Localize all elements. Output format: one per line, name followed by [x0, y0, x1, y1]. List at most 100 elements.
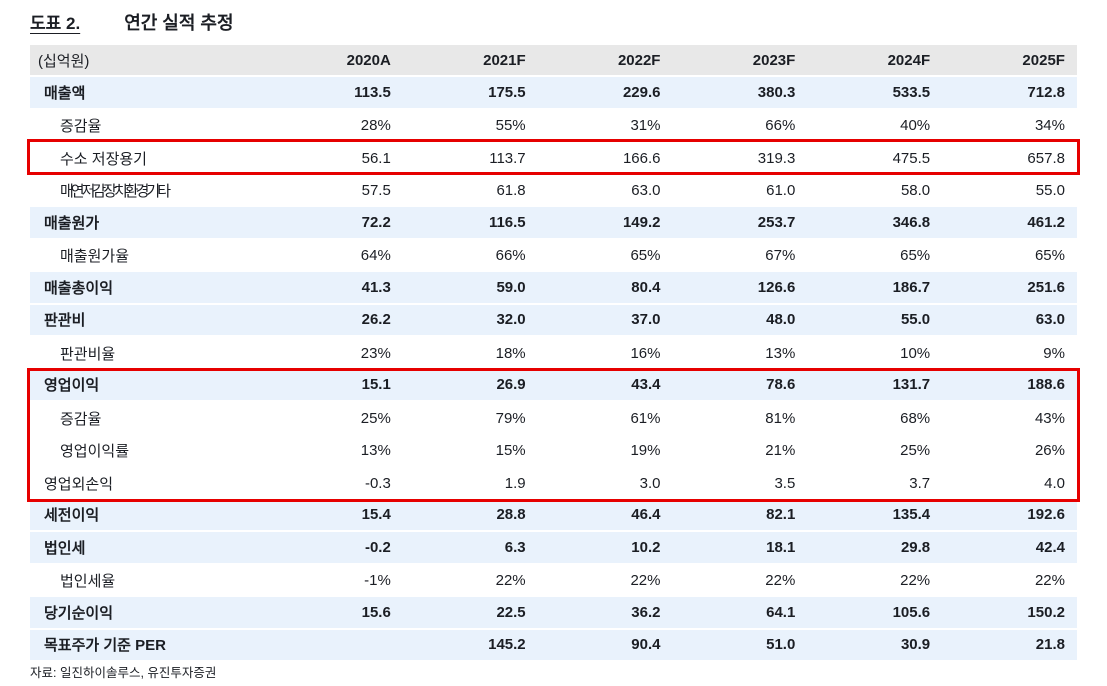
- cell-value: 229.6: [622, 83, 661, 101]
- table-row: 매출원가 72.2 116.5 149.2 253.7 346.8 461.2: [30, 207, 1077, 240]
- cell-value: 64%: [360, 247, 391, 265]
- table-row: 증감율 25% 79% 61% 81% 68% 43%: [30, 402, 1077, 435]
- cell-value: 175.5: [488, 83, 526, 101]
- cell-value: 32.0: [496, 311, 526, 329]
- source-note: 자료: 일진하이솔루스, 유진투자증권: [30, 666, 217, 680]
- cell-value: 22%: [765, 572, 796, 590]
- cell-value: 15.6: [361, 603, 391, 621]
- row-label: 영업이익: [44, 377, 100, 395]
- cell-value: -1%: [364, 572, 391, 590]
- row-label: 당기순이익: [44, 604, 114, 622]
- cell-value: 68%: [900, 409, 931, 427]
- cell-value: 113.7: [489, 149, 526, 167]
- cell-value: 15.1: [361, 376, 391, 394]
- cell-value: 188.6: [1027, 376, 1065, 394]
- cell-value: 16%: [630, 344, 661, 362]
- row-label: 매출원가: [44, 214, 100, 232]
- cell-value: 15%: [495, 442, 526, 460]
- cell-value: 34%: [1034, 117, 1065, 135]
- cell-value: 15.4: [361, 506, 391, 524]
- column-header-2023F: 2023F: [752, 51, 796, 69]
- table-row: 판관비율 23% 18% 16% 13% 10% 9%: [30, 337, 1077, 370]
- row-label: 매연저감장치환경기타: [60, 183, 171, 201]
- annual-performance-table: (십억원) 2020A 2021F 2022F 2023F 2024F 2025…: [27, 45, 1080, 662]
- cell-value: 21%: [765, 442, 796, 460]
- cell-value: 46.4: [631, 506, 661, 524]
- cell-value: 67%: [765, 247, 796, 265]
- table-row: 매출액 113.5 175.5 229.6 380.3 533.5 712.8: [30, 77, 1077, 110]
- cell-value: 63.0: [631, 182, 661, 200]
- unit-label: (십억원): [38, 52, 90, 70]
- table-body: 매출액 113.5 175.5 229.6 380.3 533.5 712.8 증감율 28% 5…: [30, 77, 1077, 662]
- cell-value: 64.1: [766, 603, 796, 621]
- cell-value: 22%: [1034, 572, 1065, 590]
- table-row: 매출원가율 64% 66% 65% 67% 65% 65%: [30, 239, 1077, 272]
- cell-value: 18.1: [766, 538, 796, 556]
- table-row: 매출총이익 41.3 59.0 80.4 126.6 186.7 251.6: [30, 272, 1077, 305]
- row-label: 영업이익률: [60, 443, 130, 461]
- cell-value: 186.7: [892, 278, 931, 296]
- cell-value: 66%: [765, 117, 796, 135]
- cell-value: 61.0: [766, 182, 796, 200]
- row-label: 증감율: [60, 118, 102, 136]
- cell-value: 58.0: [900, 182, 931, 200]
- cell-value: 22.5: [496, 603, 526, 621]
- cell-value: 59.0: [496, 278, 526, 296]
- row-label: 판관비: [44, 312, 86, 330]
- cell-value: 43%: [1034, 409, 1065, 427]
- cell-value: 48.0: [766, 311, 796, 329]
- cell-value: 126.6: [757, 278, 796, 296]
- cell-value: 113.5: [354, 83, 391, 101]
- cell-value: 22%: [900, 572, 931, 590]
- cell-value: -0.3: [364, 474, 391, 492]
- cell-value: 66%: [495, 247, 526, 265]
- cell-value: 135.4: [892, 506, 931, 524]
- cell-value: 25%: [900, 442, 931, 460]
- column-header-2021F: 2021F: [483, 51, 526, 69]
- cell-value: 461.2: [1027, 213, 1065, 231]
- cell-value: 26%: [1034, 442, 1065, 460]
- cell-value: 319.3: [757, 149, 796, 167]
- cell-value: 28.8: [496, 506, 526, 524]
- cell-value: 72.2: [361, 213, 391, 231]
- cell-value: 57.5: [361, 182, 391, 200]
- cell-value: 10%: [900, 344, 931, 362]
- cell-value: 31%: [630, 117, 661, 135]
- cell-value: 1.9: [504, 474, 526, 492]
- cell-value: 79%: [495, 409, 526, 427]
- table-row: 법인세율 -1% 22% 22% 22% 22% 22%: [30, 564, 1077, 597]
- cell-value: 81%: [765, 409, 796, 427]
- table-row: 법인세 -0.2 6.3 10.2 18.1 29.8 42.4: [30, 532, 1077, 565]
- cell-value: 55.0: [1035, 182, 1065, 200]
- cell-value: 40%: [900, 117, 931, 135]
- cell-value: 51.0: [766, 636, 796, 654]
- cell-value: 26.9: [496, 376, 526, 394]
- cell-value: 21.8: [1035, 636, 1065, 654]
- row-label: 법인세율: [60, 573, 116, 591]
- table-row: 목표주가 기준 PER 145.2 90.4 51.0 30.9 21.8: [30, 629, 1077, 662]
- cell-value: 90.4: [631, 636, 661, 654]
- cell-value: 18%: [495, 344, 526, 362]
- cell-value: 166.6: [622, 149, 661, 167]
- table-row: 증감율 28% 55% 31% 66% 40% 34%: [30, 109, 1077, 142]
- cell-value: 116.5: [488, 213, 526, 231]
- cell-value: 56.1: [361, 149, 391, 167]
- table-row: 당기순이익 15.6 22.5 36.2 64.1 105.6 150.2: [30, 597, 1077, 630]
- row-label: 매출총이익: [44, 279, 114, 297]
- cell-value: 3.5: [774, 474, 796, 492]
- cell-value: 65%: [630, 247, 661, 265]
- cell-value: 712.8: [1027, 83, 1065, 101]
- cell-value: 105.6: [892, 603, 931, 621]
- figure-label: 도표 2.: [30, 14, 81, 33]
- cell-value: 29.8: [900, 538, 931, 556]
- cell-value: 346.8: [892, 213, 931, 231]
- cell-value: -0.2: [364, 538, 391, 556]
- table-row: 영업이익 15.1 26.9 43.4 78.6 131.7 188.6: [30, 369, 1077, 402]
- cell-value: 82.1: [766, 506, 796, 524]
- cell-value: 61%: [630, 409, 661, 427]
- cell-value: 42.4: [1035, 538, 1065, 556]
- cell-value: 80.4: [631, 278, 661, 296]
- cell-value: 63.0: [1035, 311, 1065, 329]
- row-label: 영업외손익: [44, 475, 114, 493]
